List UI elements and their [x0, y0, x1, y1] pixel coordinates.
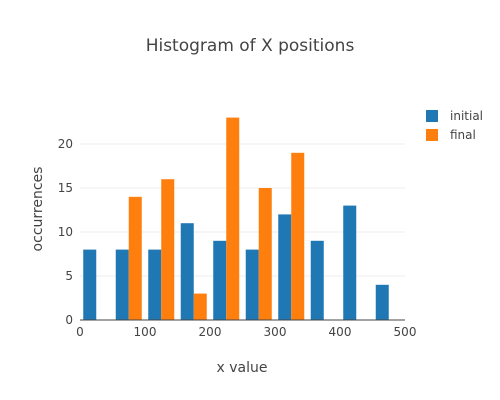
legend-swatch-final: [426, 129, 438, 141]
bar-final: [193, 293, 207, 320]
bar-initial: [310, 240, 324, 320]
bar-initial: [180, 223, 194, 320]
x-tick-label: 0: [76, 325, 84, 339]
y-tick-label: 10: [58, 225, 73, 239]
bar-final: [291, 152, 305, 320]
y-tick-label: 15: [58, 181, 73, 195]
y-axis-title: occurrences: [30, 167, 46, 252]
x-tick-label: 400: [329, 325, 352, 339]
bar-initial: [213, 240, 227, 320]
bar-initial: [148, 249, 162, 320]
bar-initial: [278, 214, 292, 320]
bar-final: [258, 188, 272, 320]
bar-initial: [245, 249, 259, 320]
bar-final: [128, 196, 142, 320]
bar-final: [161, 179, 175, 320]
legend-swatch-initial: [426, 110, 438, 122]
legend-label-initial: initial: [450, 109, 483, 123]
y-tick-label: 0: [65, 313, 73, 327]
chart-title: Histogram of X positions: [146, 36, 355, 56]
x-axis-title: x value: [217, 360, 268, 376]
x-tick-label: 300: [264, 325, 287, 339]
y-tick-label: 20: [58, 137, 73, 151]
x-tick-label: 200: [199, 325, 222, 339]
bar-initial: [83, 249, 97, 320]
x-tick-label: 500: [394, 325, 417, 339]
bar-initial: [375, 284, 389, 320]
legend: initial final: [426, 109, 483, 142]
x-tick-label: 100: [134, 325, 157, 339]
y-tick-label: 5: [65, 269, 73, 283]
bar-initial: [343, 205, 357, 320]
bar-final: [226, 117, 240, 320]
bar-initial: [115, 249, 129, 320]
bars: [83, 117, 389, 320]
legend-label-final: final: [450, 128, 476, 142]
